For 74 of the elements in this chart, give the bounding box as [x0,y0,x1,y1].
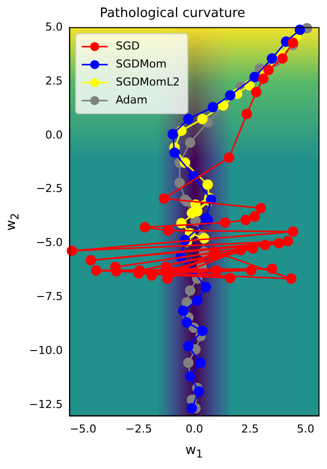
point [235,244,246,256]
point [197,326,208,336]
point [182,317,192,328]
point [246,265,256,276]
point [256,202,266,214]
point [178,306,188,316]
legend-label: Adam [116,93,148,106]
point [248,243,258,254]
point [183,340,194,352]
x-axis-title: w$_{1}$ [185,443,203,461]
point [140,222,150,233]
point [111,266,122,277]
point [266,53,278,64]
point [86,255,96,266]
y-tick-label: 2.5 [45,74,63,88]
point [211,265,222,276]
x-tick-label: −5.0 [70,422,96,436]
point [66,246,78,256]
legend-label: SGDMomL2 [116,75,180,88]
point [183,114,194,124]
legend-label: SGDMom [116,57,167,70]
point [266,263,278,274]
chart-title: Pathological curvature [100,6,246,22]
point [224,90,236,101]
y-tick-label: −7.5 [36,290,63,304]
point [200,282,212,292]
point [194,386,204,397]
point [174,178,185,188]
x-tick-label: 0.0 [186,422,204,436]
y-tick-label: −10.0 [28,344,63,357]
point [169,147,180,158]
y-tick-label: −12.5 [28,398,63,411]
point [184,285,196,296]
y-tick-label: −2.5 [36,182,63,196]
point [220,217,230,228]
point [163,225,174,236]
point [183,357,194,368]
point [208,102,218,112]
point [209,246,220,258]
point [249,211,260,222]
x-tick-label: −2.5 [125,422,152,436]
point [286,273,296,284]
point [240,214,252,226]
point [224,272,236,284]
point [192,295,202,306]
x-tick-label: 2.5 [241,422,259,436]
point [158,193,170,204]
y-tick-label: 0.0 [45,128,63,142]
point [294,24,306,36]
point [184,137,196,148]
point [197,114,208,124]
point [90,265,102,276]
point [146,270,158,281]
y-tick-label: −5.0 [36,236,63,250]
point [282,236,294,246]
point [195,357,206,368]
point [288,37,298,48]
point [224,152,234,163]
point [288,226,298,237]
x-tick-label: 5.0 [296,422,314,436]
point [258,73,269,84]
point [260,240,270,250]
point [263,64,274,76]
point [277,53,288,64]
point [274,238,284,249]
point [168,128,178,140]
point [202,179,213,190]
point [250,86,262,98]
legend-label: SGD [116,39,140,52]
point [186,403,198,414]
point [160,262,172,272]
y-tick-label: 5.0 [45,20,63,34]
point [249,72,260,82]
point [242,108,252,120]
